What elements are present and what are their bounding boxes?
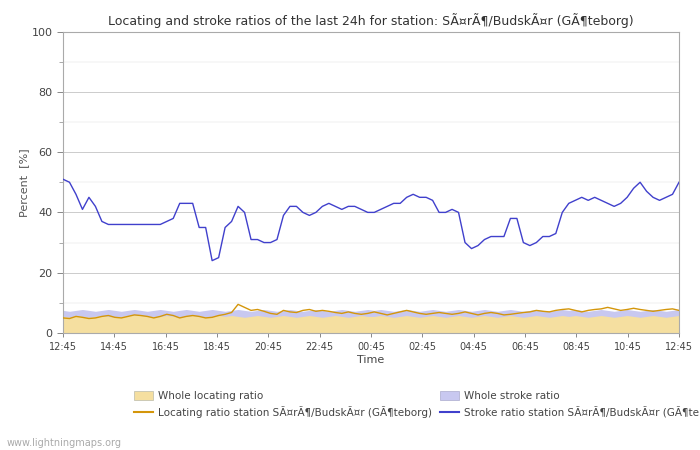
X-axis label: Time: Time: [358, 355, 384, 365]
Legend: Whole locating ratio, Locating ratio station SÃ¤rÃ¶/BudskÃ¤r (GÃ¶teborg), Whole : Whole locating ratio, Locating ratio sta…: [130, 387, 700, 422]
Y-axis label: Percent  [%]: Percent [%]: [19, 148, 29, 216]
Text: www.lightningmaps.org: www.lightningmaps.org: [7, 438, 122, 448]
Title: Locating and stroke ratios of the last 24h for station: SÃ¤rÃ¶/BudskÃ¤r (GÃ¶tebo: Locating and stroke ratios of the last 2…: [108, 13, 634, 27]
